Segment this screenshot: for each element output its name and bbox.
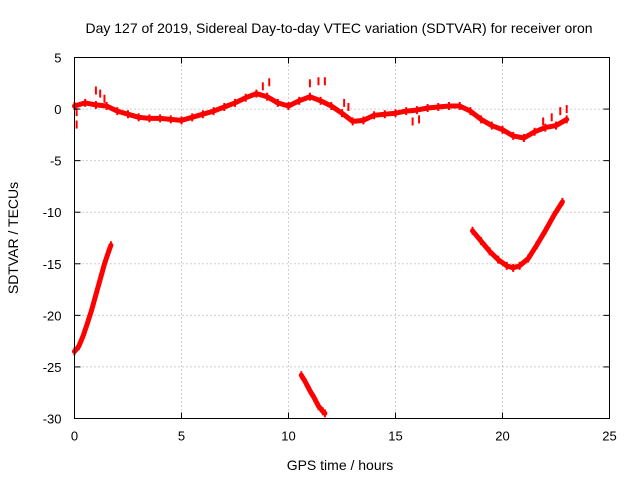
x-tick-label: 5 <box>178 429 185 444</box>
y-axis-label: SDTVAR / TECUs <box>5 182 21 294</box>
x-axis-label: GPS time / hours <box>287 457 394 473</box>
series-2 <box>72 241 114 356</box>
series-3 <box>298 371 328 418</box>
y-tick-label: -20 <box>43 308 62 323</box>
y-tick-label: 5 <box>54 51 61 66</box>
chart-title: Day 127 of 2019, Sidereal Day-to-day VTE… <box>85 20 592 36</box>
y-tick-label: -25 <box>43 360 62 375</box>
series-line <box>298 372 328 416</box>
x-tick-label: 10 <box>281 429 295 444</box>
series-4 <box>470 197 565 272</box>
y-tick-label: -30 <box>43 412 62 427</box>
y-tick-label: -10 <box>43 205 62 220</box>
series-line <box>72 242 114 354</box>
plot-frame <box>74 57 610 419</box>
y-tick-label: 0 <box>54 102 61 117</box>
series-line <box>470 199 565 271</box>
x-tick-label: 20 <box>495 429 509 444</box>
series-1 <box>75 77 568 129</box>
plot-area <box>72 77 570 418</box>
x-tick-label: 25 <box>602 429 616 444</box>
axis-ticks: 0 5 10 15 20 25 5 0 -5 -10 -15 -20 -25 -30 <box>43 51 617 444</box>
y-tick-label: -5 <box>50 154 62 169</box>
x-tick-label: 15 <box>388 429 402 444</box>
series-0 <box>72 89 570 142</box>
y-tick-label: -15 <box>43 257 62 272</box>
x-tick-label: 0 <box>71 429 78 444</box>
gridlines <box>74 57 610 419</box>
series-line <box>72 91 570 141</box>
